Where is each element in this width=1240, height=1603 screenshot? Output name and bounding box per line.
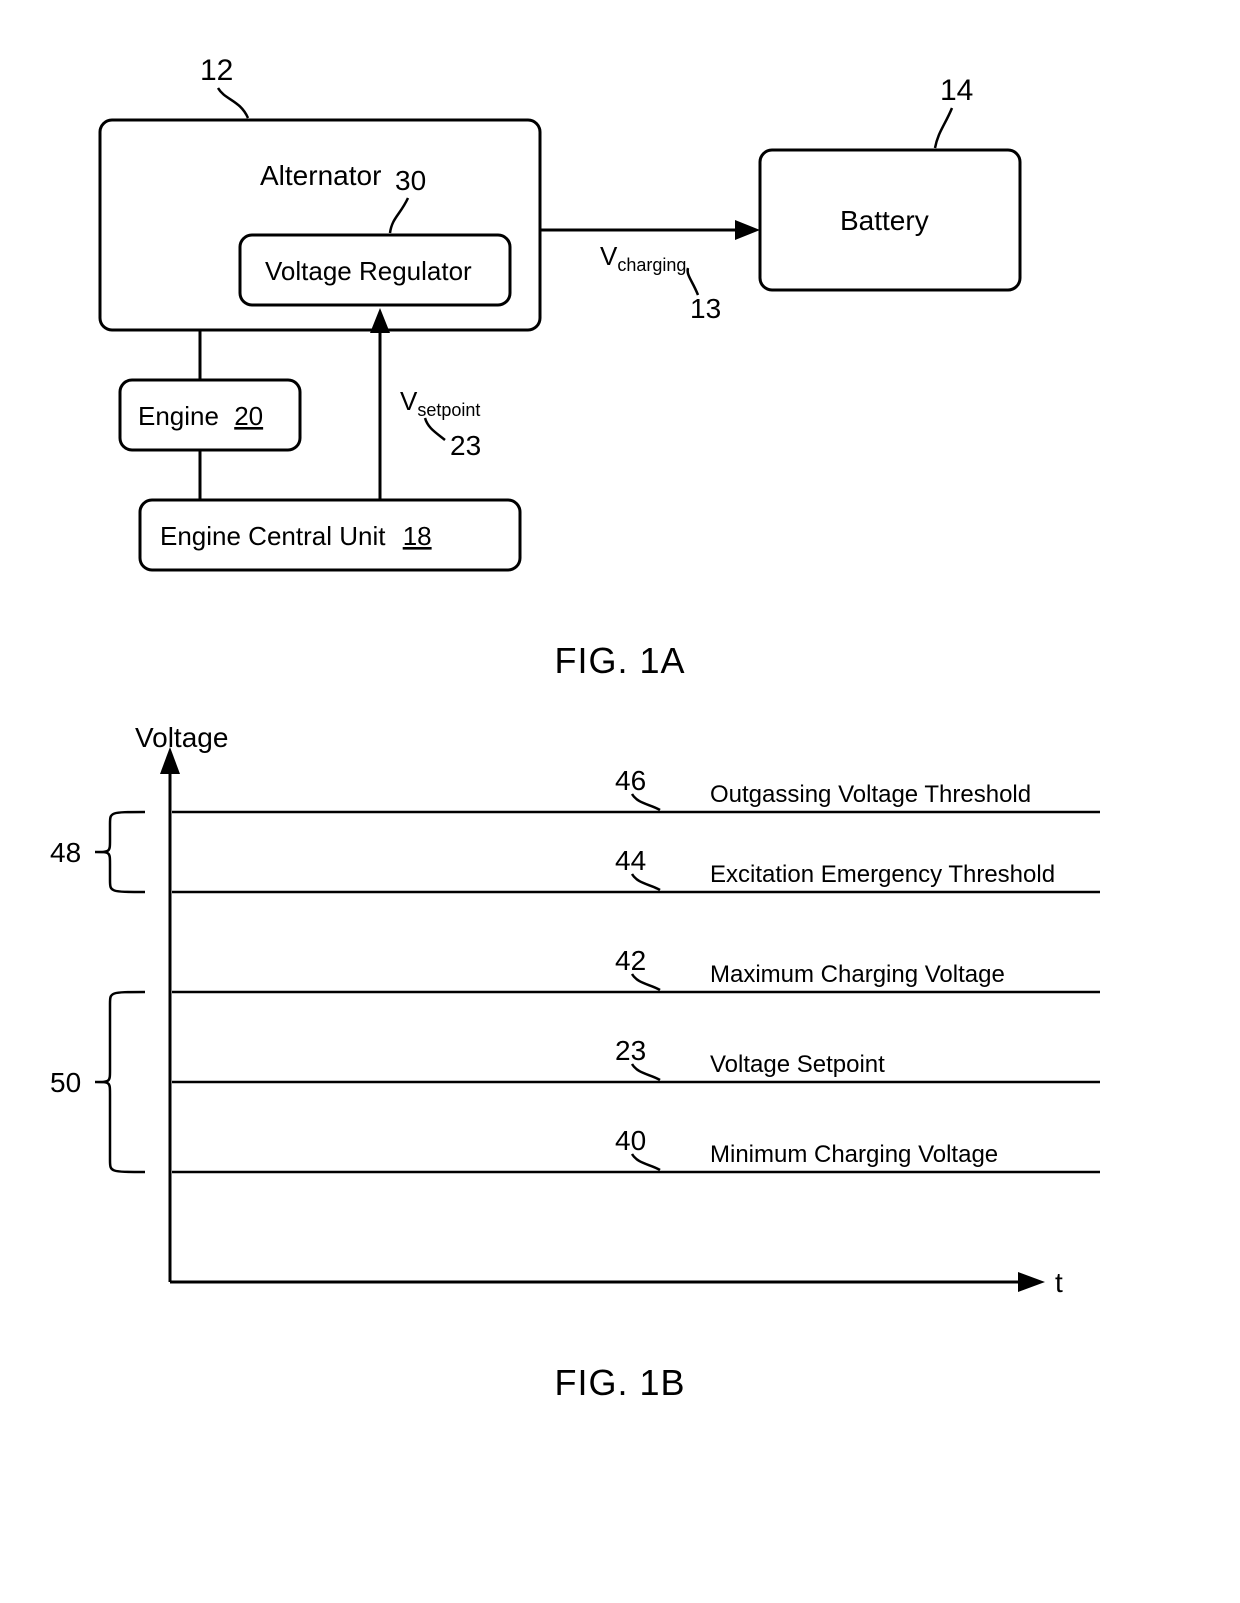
lower-ref: 50 (50, 1067, 81, 1098)
x-axis-label: t (1055, 1267, 1063, 1298)
regulator-label: Voltage Regulator (265, 256, 472, 286)
vsetpoint-lead (425, 418, 445, 440)
vsetpoint-ref: 23 (450, 430, 481, 461)
regulator-ref: 30 (395, 165, 426, 196)
battery-ref: 14 (940, 74, 973, 107)
alternator-label: Alternator (260, 160, 381, 191)
threshold-ref-1: 44 (615, 845, 646, 876)
vcharging-label: Vcharging (600, 241, 686, 275)
y-axis-label: Voltage (135, 722, 228, 753)
alternator-ref: 12 (200, 54, 233, 87)
threshold-ref-3: 23 (615, 1035, 646, 1066)
threshold-lead-3 (632, 1064, 660, 1080)
ecu-label: Engine Central Unit 18 (160, 521, 432, 551)
threshold-ref-4: 40 (615, 1125, 646, 1156)
vcharging-lead (688, 268, 698, 295)
threshold-lead-0 (632, 794, 660, 810)
vcharging-ref: 13 (690, 293, 721, 324)
battery-lead (935, 108, 952, 148)
threshold-label-3: Voltage Setpoint (710, 1051, 885, 1078)
charging-arrow-head (735, 220, 760, 240)
vsetpoint-label: Vsetpoint (400, 386, 480, 420)
engine-label: Engine 20 (138, 401, 263, 431)
upper-brace (95, 812, 145, 892)
x-axis-arrow (1018, 1272, 1045, 1292)
threshold-label-0: Outgassing Voltage Threshold (710, 781, 1031, 808)
fig-1b-brackets-group: 48 50 (50, 812, 145, 1172)
fig-1a-title: FIG. 1A (40, 640, 1200, 682)
threshold-lead-4 (632, 1154, 660, 1170)
fig-1b-lines-group: 46 Outgassing Voltage Threshold 44 Excitati… (172, 765, 1100, 1172)
threshold-label-2: Maximum Charging Voltage (710, 961, 1005, 988)
fig-1a-diagram: Alternator 12 Voltage Regulator 30 Batte… (40, 40, 1140, 620)
fig-1b-diagram: Voltage t 46 Outgassing Voltage Threshold… (40, 722, 1160, 1342)
threshold-lead-2 (632, 974, 660, 990)
threshold-ref-2: 42 (615, 945, 646, 976)
upper-ref: 48 (50, 837, 81, 868)
lower-brace (95, 992, 145, 1172)
threshold-label-1: Excitation Emergency Threshold (710, 861, 1055, 888)
threshold-ref-0: 46 (615, 765, 646, 796)
threshold-lead-1 (632, 874, 660, 890)
alternator-lead (218, 88, 248, 118)
threshold-label-4: Minimum Charging Voltage (710, 1141, 998, 1168)
battery-label: Battery (840, 205, 929, 236)
fig-1b-title: FIG. 1B (40, 1362, 1200, 1404)
